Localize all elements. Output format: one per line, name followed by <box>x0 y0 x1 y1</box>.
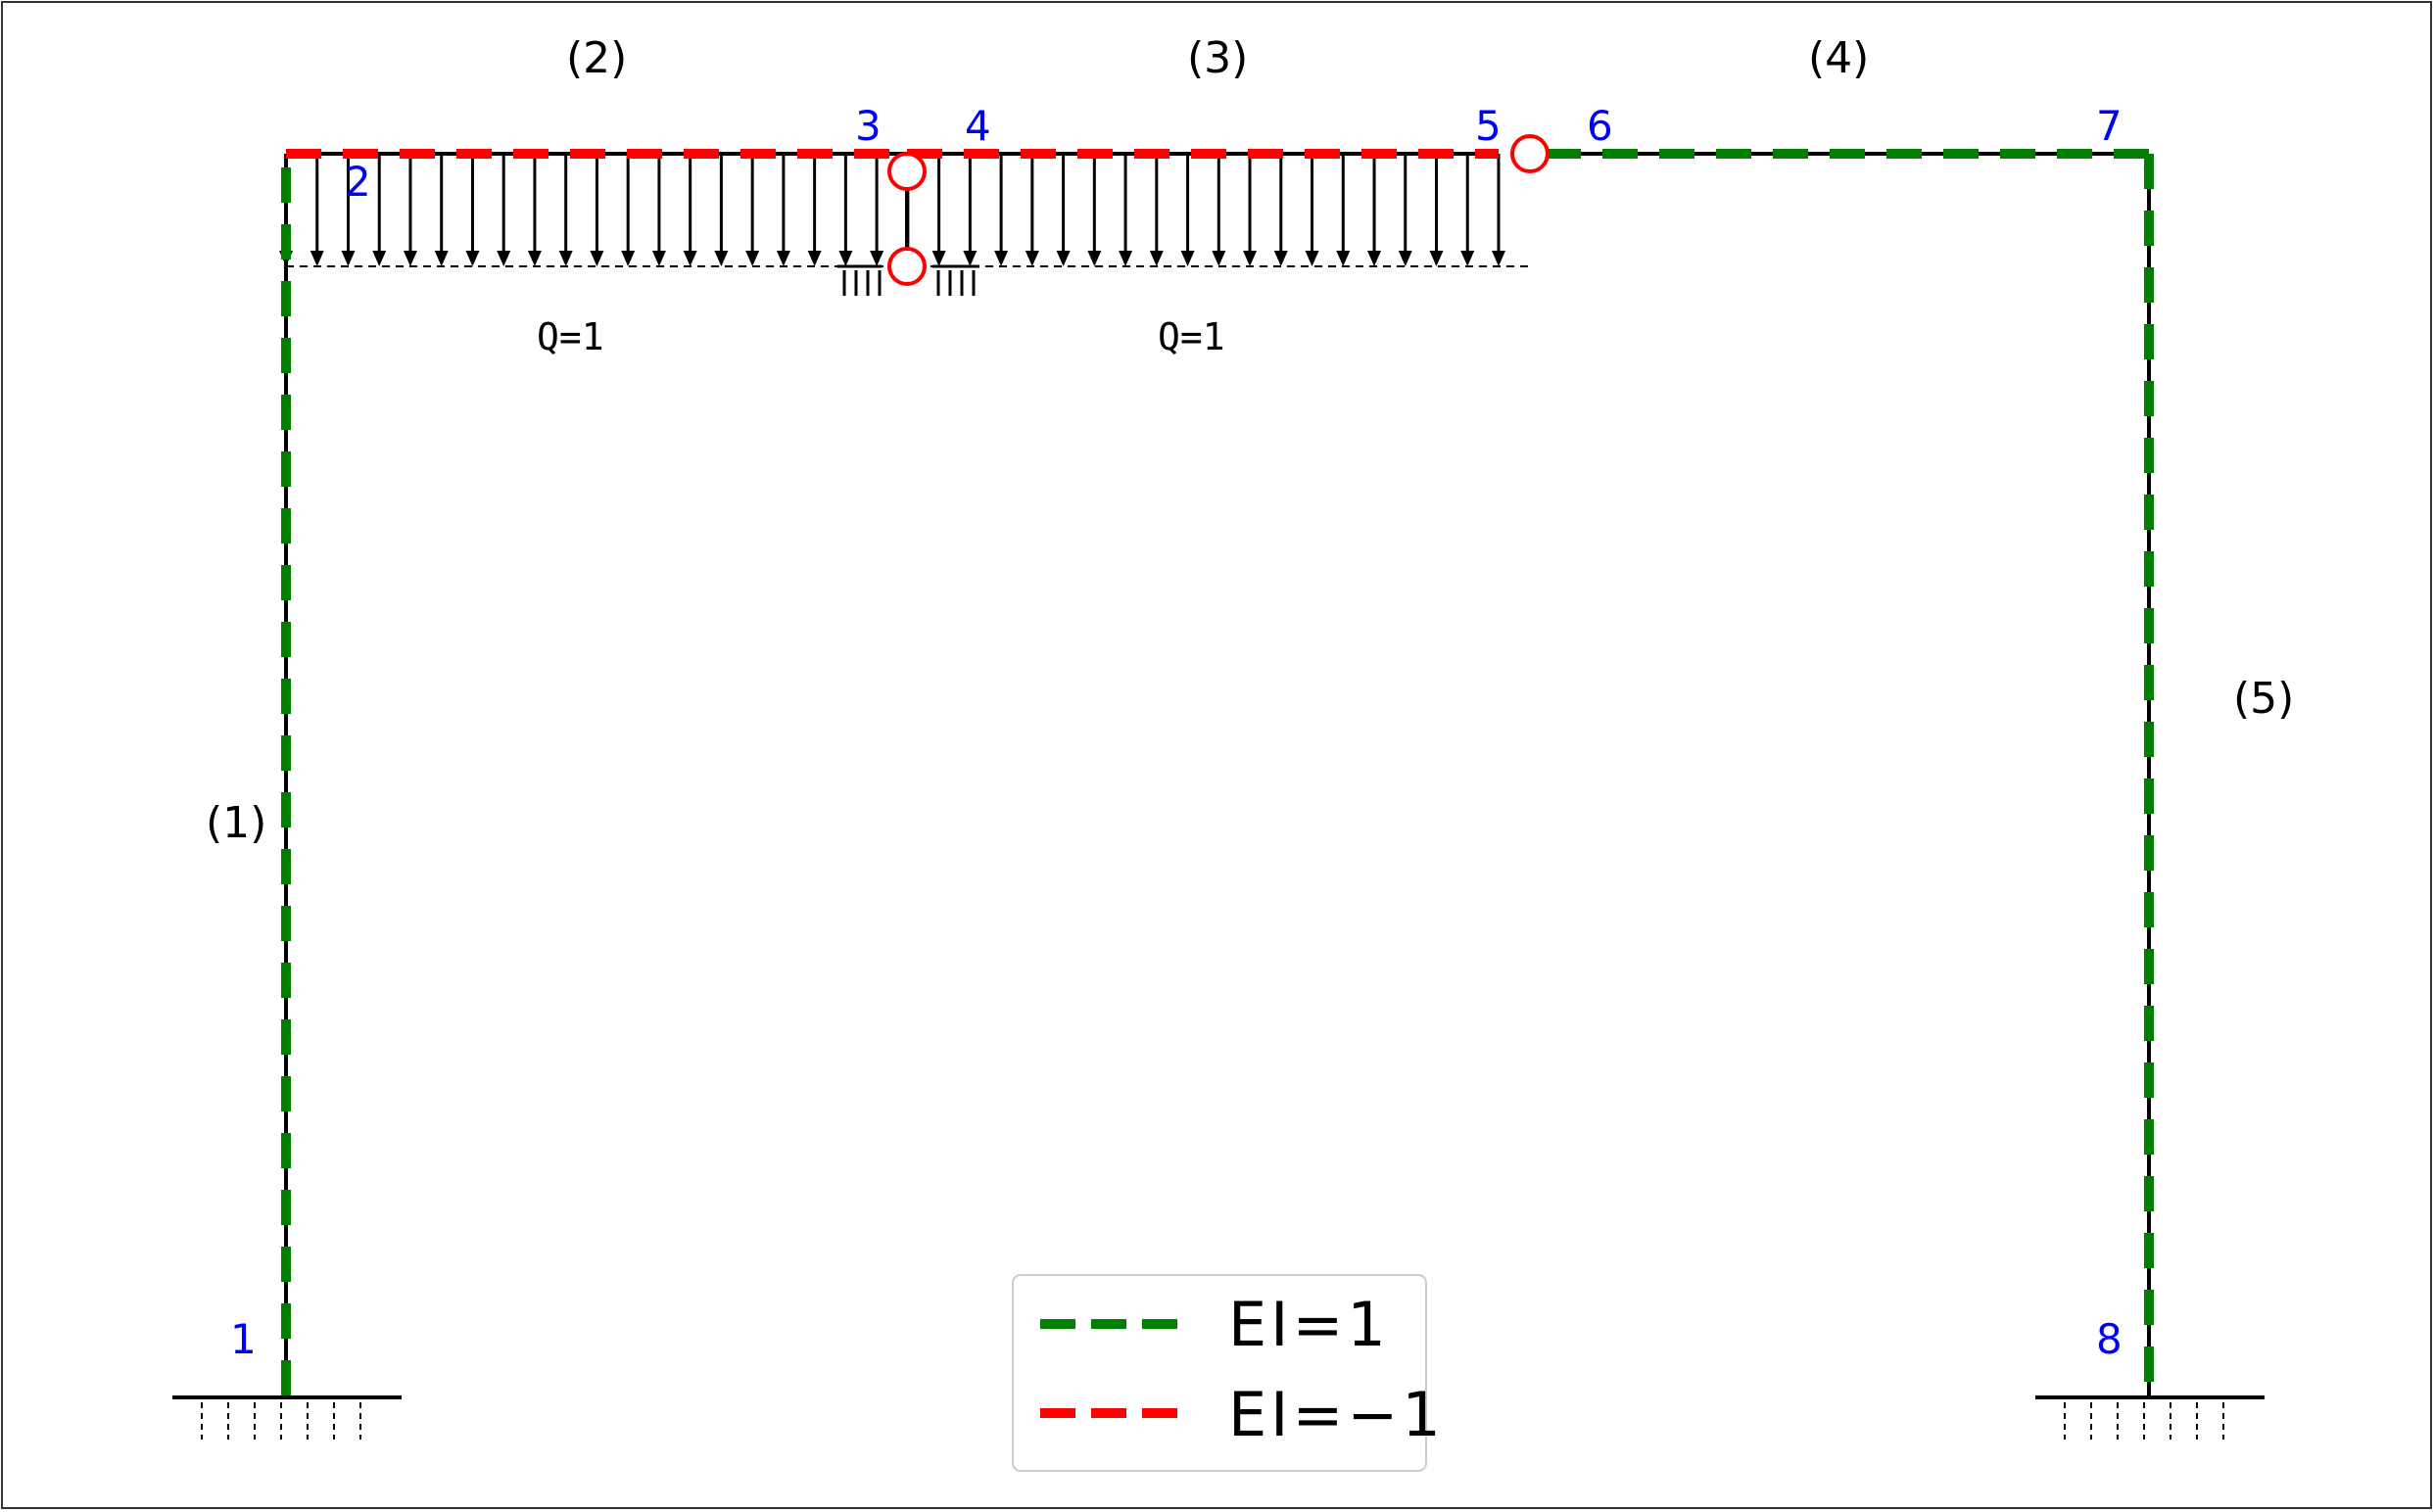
load-arrow-head <box>1212 251 1226 266</box>
load-arrow-head <box>341 251 356 266</box>
load-arrow-head <box>1367 251 1382 266</box>
load-arrow-head <box>931 251 946 266</box>
node-label-3: 3 <box>855 102 882 150</box>
load-arrow-head <box>838 251 853 266</box>
load-arrow-head <box>1243 251 1258 266</box>
load-arrow-head <box>465 251 480 266</box>
node-label-7: 7 <box>2096 102 2123 150</box>
load-arrow-head <box>714 251 729 266</box>
load-arrow-head <box>527 251 542 266</box>
load-arrow-head <box>1398 251 1412 266</box>
load-arrow-head <box>776 251 790 266</box>
member-label-3: (3) <box>1187 33 1248 83</box>
load-arrow-head <box>1460 251 1475 266</box>
distributed-load-arrows <box>279 154 1505 266</box>
node-label-8: 8 <box>2096 1315 2123 1363</box>
member-label-1: (1) <box>206 798 266 848</box>
load-arrow-head <box>497 251 511 266</box>
node-label-2: 2 <box>345 158 371 206</box>
hinge-5-6 <box>1510 134 1550 173</box>
load-arrow-head <box>590 251 604 266</box>
node-label-6: 6 <box>1587 102 1613 150</box>
member-label-2: (2) <box>566 33 627 83</box>
load-arrow-head <box>651 251 666 266</box>
hinges <box>887 134 1550 286</box>
load-arrow-head <box>1305 251 1319 266</box>
node-label-4: 4 <box>965 102 991 150</box>
load-arrow-head <box>870 251 884 266</box>
load-arrow-head <box>434 251 449 266</box>
load-arrow-head <box>807 251 822 266</box>
node-label-1: 1 <box>230 1315 257 1363</box>
load-arrow-head <box>558 251 573 266</box>
load-arrow-head <box>994 251 1009 266</box>
load-arrow-head <box>1119 251 1133 266</box>
legend-label-ei-negative: EI=−1 <box>1228 1379 1445 1450</box>
load-arrow-head <box>621 251 636 266</box>
member-label-4: (4) <box>1808 33 1869 83</box>
load-arrow-head <box>1429 251 1444 266</box>
load-arrow-head <box>1492 251 1505 266</box>
load-label-member-3: Q=1 <box>1158 315 1225 358</box>
load-arrow-head <box>1056 251 1071 266</box>
member-label-5: (5) <box>2233 674 2294 724</box>
load-arrow-head <box>963 251 978 266</box>
node-label-5: 5 <box>1475 102 1502 150</box>
load-arrow-head <box>1025 251 1039 266</box>
load-arrow-head <box>1149 251 1164 266</box>
load-arrow-head <box>403 251 417 266</box>
load-arrow-head <box>1273 251 1288 266</box>
fixed-support-node-8 <box>2035 1395 2265 1440</box>
hinge-bottom-3-4 <box>887 247 927 286</box>
ei-overlays <box>281 149 2154 1395</box>
load-arrow-head <box>310 251 324 266</box>
hinge-top-3-4 <box>887 152 927 191</box>
legend: EI=1 EI=−1 <box>1012 1274 1445 1472</box>
mid-support <box>837 264 979 296</box>
load-arrow-head <box>1180 251 1195 266</box>
load-arrow-head <box>372 251 387 266</box>
fixed-support-node-1 <box>172 1395 402 1440</box>
load-label-member-2: Q=1 <box>537 315 604 358</box>
load-arrow-head <box>1336 251 1351 266</box>
legend-label-ei-positive: EI=1 <box>1228 1289 1390 1360</box>
load-arrow-head <box>1087 251 1102 266</box>
load-arrow-head <box>745 251 760 266</box>
load-arrow-head <box>683 251 697 266</box>
